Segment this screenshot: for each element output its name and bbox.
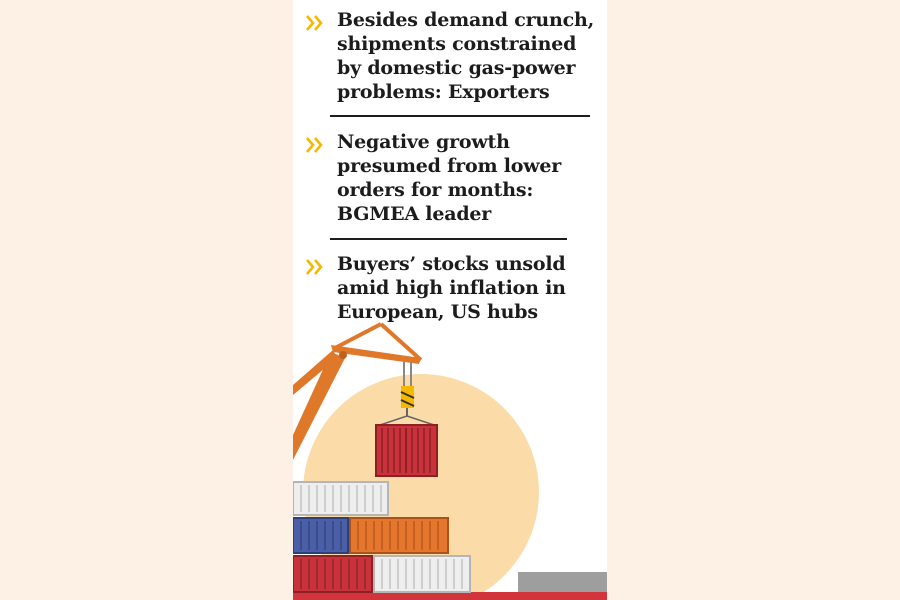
container-stack — [293, 481, 471, 593]
hanging-container — [375, 424, 438, 477]
ground-grey — [518, 572, 607, 594]
divider — [330, 238, 567, 240]
bullet-item-bgmea: Negative growth presumed from lower orde… — [305, 130, 561, 226]
bullet-text: Negative growth presumed from lower orde… — [337, 131, 562, 225]
crane — [293, 322, 438, 460]
infographic-panel: Besides demand crunch, shipments constra… — [293, 0, 607, 600]
bullet-item-exporters: Besides demand crunch, shipments constra… — [305, 8, 594, 104]
double-chevron-right-icon — [306, 15, 323, 31]
double-chevron-right-icon — [306, 259, 323, 275]
crane-illustration — [293, 322, 607, 600]
bullet-text: Buyers’ stocks unsold amid high inflatio… — [337, 253, 566, 323]
bullet-text: Besides demand crunch, shipments constra… — [337, 9, 595, 103]
bullet-item-buyers: Buyers’ stocks unsold amid high inflatio… — [305, 252, 566, 324]
divider — [330, 115, 590, 117]
double-chevron-right-icon — [306, 137, 323, 153]
ground-red — [293, 592, 607, 600]
